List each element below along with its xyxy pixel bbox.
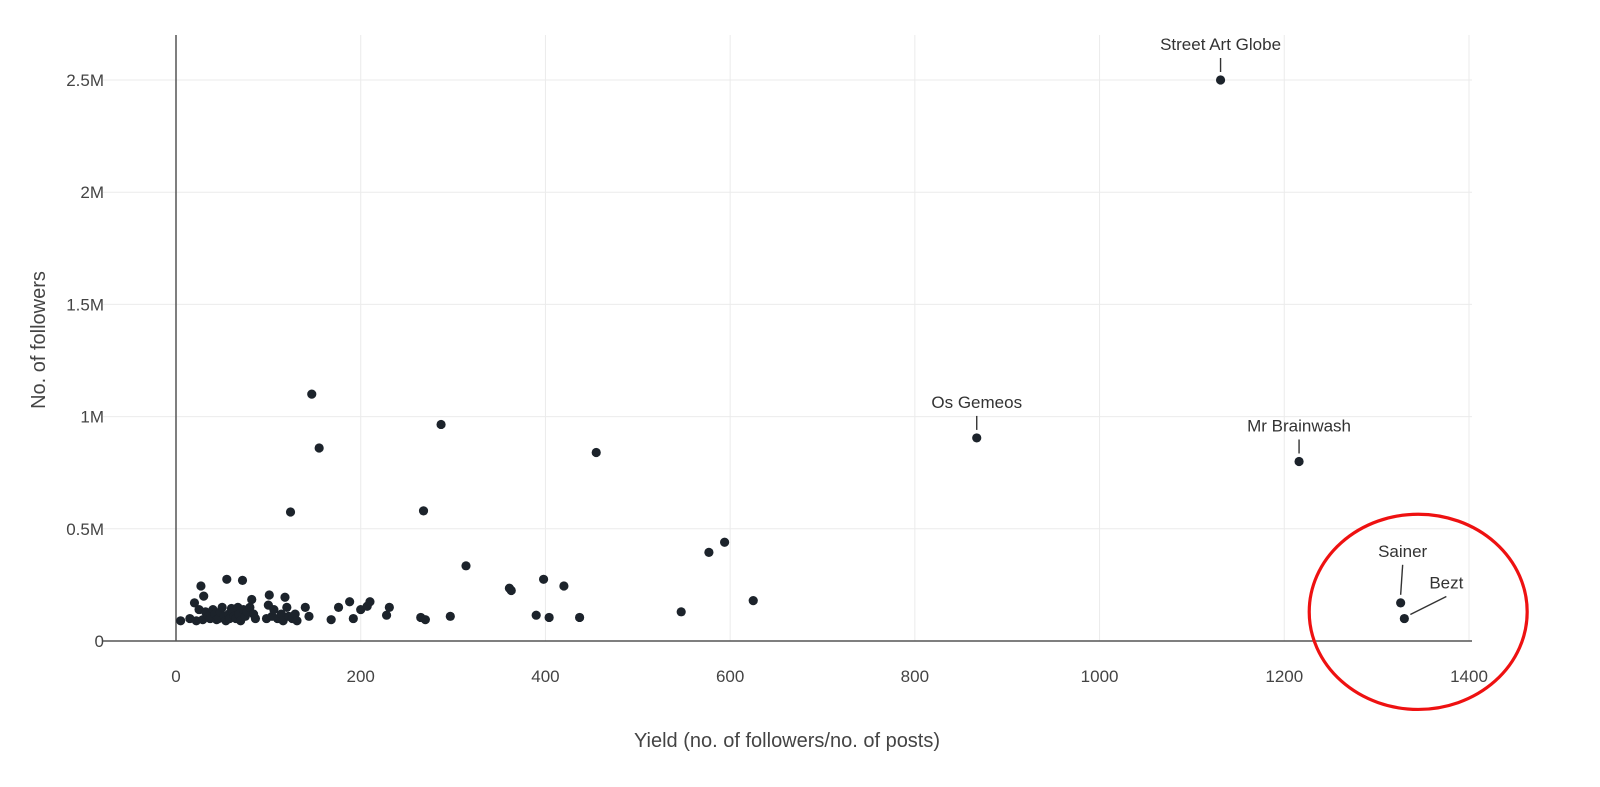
annotation-label: Os Gemeos xyxy=(931,393,1022,412)
annotation-label: Sainer xyxy=(1378,542,1427,561)
x-tick-label: 600 xyxy=(716,667,744,686)
data-point xyxy=(247,594,257,605)
data-point xyxy=(326,615,336,625)
annotation-label: Mr Brainwash xyxy=(1247,416,1351,435)
y-tick-label: 2M xyxy=(80,183,104,202)
data-point xyxy=(384,602,394,612)
y-axis-title: No. of followers xyxy=(28,271,50,409)
data-point xyxy=(176,616,186,626)
data-point xyxy=(720,537,730,547)
data-point xyxy=(345,597,355,607)
data-point xyxy=(531,610,541,620)
annotation-arrow xyxy=(1399,564,1404,595)
data-point xyxy=(222,574,232,584)
data-point xyxy=(333,602,344,612)
y-tick-label: 1M xyxy=(80,408,104,427)
data-point xyxy=(748,596,758,606)
axes: 0 200 400 600 800 1000 1200 1400 0 0.5M 1M 1.5M 2M 2.… xyxy=(66,35,1488,686)
data-point xyxy=(436,419,446,430)
highlight-ellipse xyxy=(1307,512,1529,712)
y-tick-label: 2.5M xyxy=(66,71,104,90)
data-point xyxy=(282,602,292,612)
data-point xyxy=(269,604,279,615)
data-point xyxy=(250,613,261,624)
data-point xyxy=(292,616,302,626)
data-point xyxy=(381,610,392,620)
data-point xyxy=(199,591,209,601)
data-point xyxy=(189,598,200,608)
data-point xyxy=(245,602,255,612)
data-point xyxy=(304,611,314,621)
data-point xyxy=(538,574,549,584)
data-point xyxy=(676,607,686,617)
x-tick-label: 1400 xyxy=(1450,667,1488,686)
annotation-arrow xyxy=(1410,595,1447,616)
y-tick-label: 0.5M xyxy=(66,520,104,539)
gridlines xyxy=(103,35,1472,641)
data-point xyxy=(280,592,290,602)
x-axis-title: Yield (no. of followers/no. of posts) xyxy=(634,730,940,752)
data-points xyxy=(176,75,1409,626)
data-point xyxy=(348,613,358,624)
x-tick-label: 200 xyxy=(347,667,375,686)
x-tick-label: 400 xyxy=(531,667,559,686)
data-point xyxy=(307,389,317,399)
x-tick-label: 0 xyxy=(171,667,180,686)
x-tick-label: 1200 xyxy=(1265,667,1303,686)
data-point xyxy=(461,561,471,571)
data-point xyxy=(1399,613,1409,624)
data-point xyxy=(1396,598,1406,608)
x-tick-label: 1000 xyxy=(1081,667,1119,686)
data-point xyxy=(972,433,982,443)
annotation-label: Bezt xyxy=(1429,574,1463,593)
y-tick-label: 1.5M xyxy=(66,295,104,314)
data-point xyxy=(420,615,430,625)
data-point xyxy=(704,547,714,557)
data-point xyxy=(591,447,601,458)
data-point xyxy=(300,602,310,612)
annotation-label: Street Art Globe xyxy=(1160,35,1281,54)
x-tick-label: 800 xyxy=(901,667,929,686)
data-point xyxy=(314,443,324,453)
data-point xyxy=(506,585,516,596)
data-point xyxy=(365,597,375,607)
data-point xyxy=(418,506,429,516)
data-point xyxy=(217,602,227,612)
data-point xyxy=(264,590,274,600)
data-point xyxy=(1294,456,1304,467)
data-point xyxy=(544,612,554,623)
data-point xyxy=(285,507,296,517)
y-tick-label: 0 xyxy=(95,632,104,651)
data-point xyxy=(1215,75,1226,85)
data-point xyxy=(445,611,455,621)
data-point xyxy=(559,581,569,591)
data-point xyxy=(575,612,585,623)
data-point xyxy=(237,575,248,586)
annotations: Street Art Globe Os Gemeos Mr Brainwash Sai… xyxy=(931,35,1529,712)
data-point xyxy=(196,581,206,591)
